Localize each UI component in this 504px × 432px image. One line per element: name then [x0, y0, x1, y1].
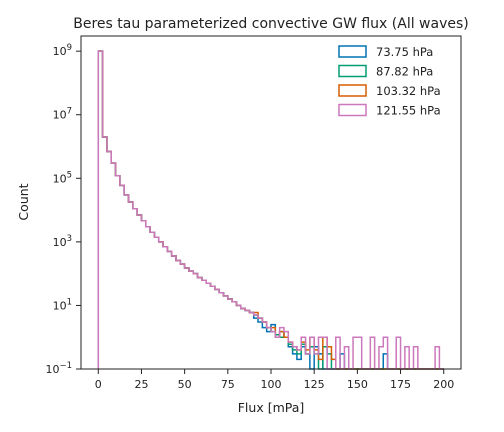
x-tick-label: 0: [95, 378, 102, 391]
y-tick-label: 10−1: [45, 361, 72, 376]
y-tick-label: 107: [53, 107, 72, 122]
legend-label: 121.55 hPa: [376, 104, 441, 118]
legend-swatch: [338, 64, 367, 78]
x-tick-label: 50: [178, 378, 192, 391]
series-line-0: [97, 50, 444, 370]
x-axis-label: Flux [mPa]: [238, 400, 305, 415]
y-axis: 10−1 101 103 105 107 109: [45, 43, 81, 376]
legend-label: 73.75 hPa: [376, 45, 433, 59]
series-line-2: [97, 50, 444, 370]
x-tick-label: 75: [221, 378, 235, 391]
x-tick-label: 200: [433, 378, 454, 391]
x-axis: 0 25 50 75 100 125 150 175 200: [95, 369, 454, 391]
series-line-1: [97, 50, 444, 370]
y-axis-label: Count: [16, 183, 31, 220]
legend-swatch: [338, 103, 367, 117]
x-tick-label: 175: [390, 378, 411, 391]
plot-frame: [80, 35, 462, 370]
x-tick-label: 25: [134, 378, 148, 391]
legend-label: 103.32 hPa: [376, 84, 441, 98]
y-tick-label: 105: [53, 170, 72, 185]
legend: 73.75 hPa 87.82 hPa 103.32 hPa 121.55 hPa: [338, 45, 441, 118]
legend-label: 87.82 hPa: [376, 65, 433, 79]
y-tick-label: 101: [53, 297, 72, 312]
plot-area: [97, 50, 444, 370]
y-tick-label: 103: [53, 234, 72, 249]
x-tick-label: 125: [304, 378, 325, 391]
series-line-3: [97, 50, 444, 370]
legend-swatch: [338, 84, 367, 97]
legend-swatch: [338, 45, 367, 58]
x-tick-label: 150: [347, 378, 368, 391]
y-tick-label: 109: [53, 43, 72, 58]
x-tick-label: 100: [261, 378, 282, 391]
chart-title: Beres tau parameterized convective GW fl…: [73, 16, 469, 32]
